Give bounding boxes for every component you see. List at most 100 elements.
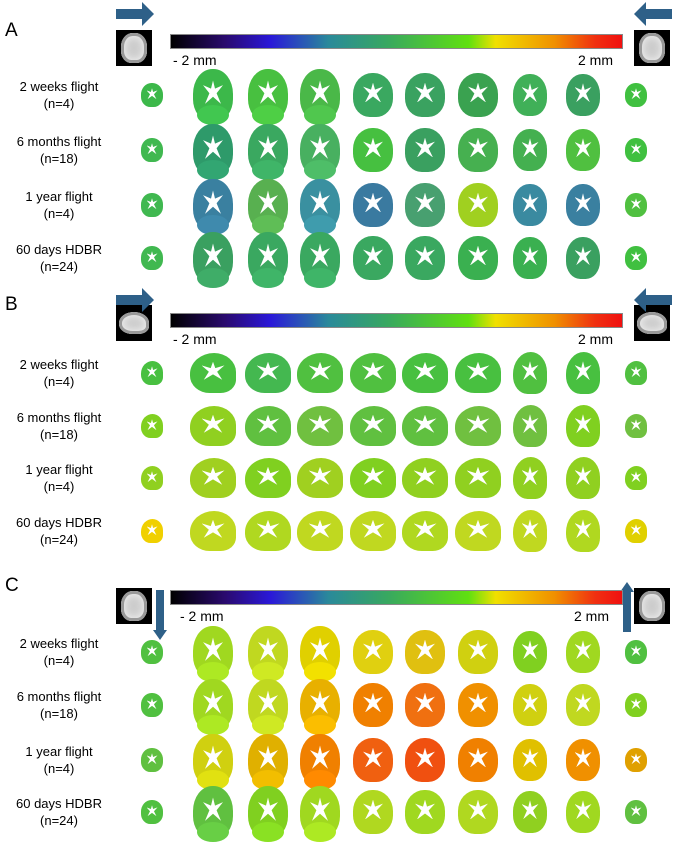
- brain-slice: [300, 179, 340, 236]
- brain-slice: [458, 683, 498, 727]
- brain-slice: [402, 458, 448, 498]
- brain-slice: [625, 193, 647, 217]
- white-matter: [310, 690, 330, 714]
- white-matter: [630, 753, 642, 765]
- brain-slice: [625, 519, 647, 543]
- panel-b: B - 2 mm 2 mm 2 weeks flight (n=4) 6 months f…: [0, 278, 673, 558]
- white-matter: [521, 246, 539, 266]
- cerebellum: [197, 715, 229, 736]
- brain-slice: [141, 640, 163, 664]
- white-matter: [201, 466, 225, 485]
- brain-slice: [455, 458, 501, 498]
- row-label: 60 days HDBR (n=24): [0, 514, 118, 548]
- colorbar: [170, 34, 623, 49]
- brain-slice: [405, 683, 445, 727]
- white-matter: [521, 138, 539, 158]
- row-label: 60 days HDBR (n=24): [0, 795, 118, 829]
- white-matter: [521, 83, 539, 103]
- brain-slice: [300, 786, 340, 843]
- brain-slice: [625, 138, 647, 162]
- brain-slice: [566, 457, 600, 499]
- white-matter: [146, 419, 158, 431]
- row-label-n: (n=18): [40, 427, 78, 442]
- brain-slice: [513, 352, 547, 394]
- brain-slice: [405, 183, 445, 227]
- white-matter: [203, 637, 223, 661]
- brain-image: [637, 312, 667, 334]
- brain-slice: [350, 353, 396, 393]
- white-matter: [468, 799, 488, 820]
- brain-slice: [625, 800, 647, 824]
- cerebellum: [197, 105, 229, 126]
- brain-slice: [566, 510, 600, 552]
- colorbar-max-label: 2 mm: [574, 608, 609, 624]
- white-matter: [574, 193, 592, 213]
- white-matter: [415, 82, 435, 103]
- brain-slice: [513, 405, 547, 447]
- white-matter: [258, 797, 278, 821]
- panel-label: C: [5, 575, 19, 596]
- white-matter: [521, 800, 539, 820]
- brain-slice: [193, 232, 233, 289]
- brain-slice: [513, 129, 547, 171]
- white-matter: [146, 88, 158, 100]
- white-matter: [413, 519, 437, 538]
- white-matter: [415, 245, 435, 266]
- white-matter: [146, 698, 158, 710]
- white-matter: [146, 198, 158, 210]
- white-matter: [203, 243, 223, 267]
- white-matter: [521, 640, 539, 660]
- white-matter: [574, 83, 592, 103]
- white-matter: [413, 414, 437, 433]
- row-label-n: (n=18): [40, 706, 78, 721]
- brain-slice: [353, 73, 393, 117]
- cerebellum: [252, 715, 284, 736]
- row-label-n: (n=24): [40, 813, 78, 828]
- white-matter: [630, 645, 642, 657]
- panel-label: B: [5, 294, 18, 315]
- row-label-group: 6 months flight: [16, 410, 102, 425]
- brain-slice: [248, 69, 288, 126]
- brain-slice: [625, 246, 647, 270]
- row-label-group: 1 year flight: [25, 744, 93, 759]
- brain-slice: [300, 679, 340, 736]
- brain-slice: [297, 353, 343, 393]
- row-label-group: 60 days HDBR: [16, 242, 102, 257]
- brain-slice: [513, 631, 547, 673]
- white-matter: [258, 80, 278, 104]
- white-matter: [630, 143, 642, 155]
- row-label: 2 weeks flight (n=4): [0, 635, 118, 669]
- row-label-group: 60 days HDBR: [16, 515, 102, 530]
- brain-slice: [566, 791, 600, 833]
- white-matter: [361, 361, 385, 380]
- brain-slice: [300, 69, 340, 126]
- white-matter: [574, 138, 592, 158]
- white-matter: [630, 524, 642, 536]
- white-matter: [146, 645, 158, 657]
- white-matter: [203, 690, 223, 714]
- white-matter: [256, 361, 280, 380]
- white-matter: [521, 519, 539, 539]
- white-matter: [146, 805, 158, 817]
- panel-c: C - 2 mm 2 mm 2 weeks flight (n=4) 6 months f…: [0, 560, 673, 843]
- panel-label: A: [5, 20, 18, 41]
- row-label-n: (n=4): [43, 761, 75, 776]
- brain-slice: [245, 511, 291, 551]
- brain-slice: [455, 353, 501, 393]
- white-matter: [363, 747, 383, 768]
- white-matter: [466, 466, 490, 485]
- brain-slice: [625, 748, 647, 772]
- row-label-n: (n=4): [43, 653, 75, 668]
- brain-slice: [402, 353, 448, 393]
- brain-slice: [141, 414, 163, 438]
- row-label-n: (n=4): [43, 479, 75, 494]
- brain-slice: [625, 83, 647, 107]
- brain-slice: [455, 406, 501, 446]
- cerebellum: [304, 105, 336, 126]
- row-label-n: (n=4): [43, 374, 75, 389]
- brain-slice: [458, 128, 498, 172]
- brain-slice: [455, 511, 501, 551]
- white-matter: [466, 519, 490, 538]
- white-matter: [363, 245, 383, 266]
- cerebellum: [252, 662, 284, 683]
